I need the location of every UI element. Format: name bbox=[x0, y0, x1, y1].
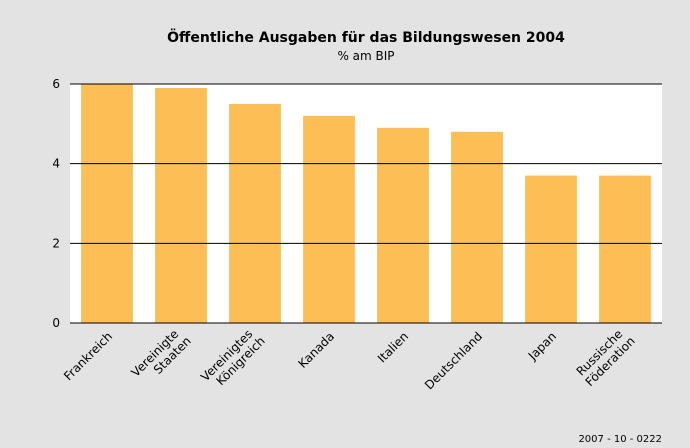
y-tick-label: 2 bbox=[52, 236, 60, 250]
bar bbox=[303, 115, 355, 323]
chart-title: Öffentliche Ausgaben für das Bildungswes… bbox=[167, 28, 565, 46]
bar bbox=[155, 87, 207, 323]
y-tick-label: 6 bbox=[52, 77, 60, 91]
bar bbox=[81, 84, 133, 323]
source-note: 2007 - 10 - 0222 bbox=[578, 434, 662, 445]
bar bbox=[599, 175, 651, 323]
bar bbox=[525, 175, 577, 323]
bar bbox=[229, 103, 281, 324]
chart-subtitle: % am BIP bbox=[337, 49, 394, 63]
y-tick-label: 0 bbox=[52, 316, 60, 330]
bar bbox=[451, 131, 503, 323]
y-tick-label: 4 bbox=[52, 157, 60, 171]
bar bbox=[377, 127, 429, 323]
